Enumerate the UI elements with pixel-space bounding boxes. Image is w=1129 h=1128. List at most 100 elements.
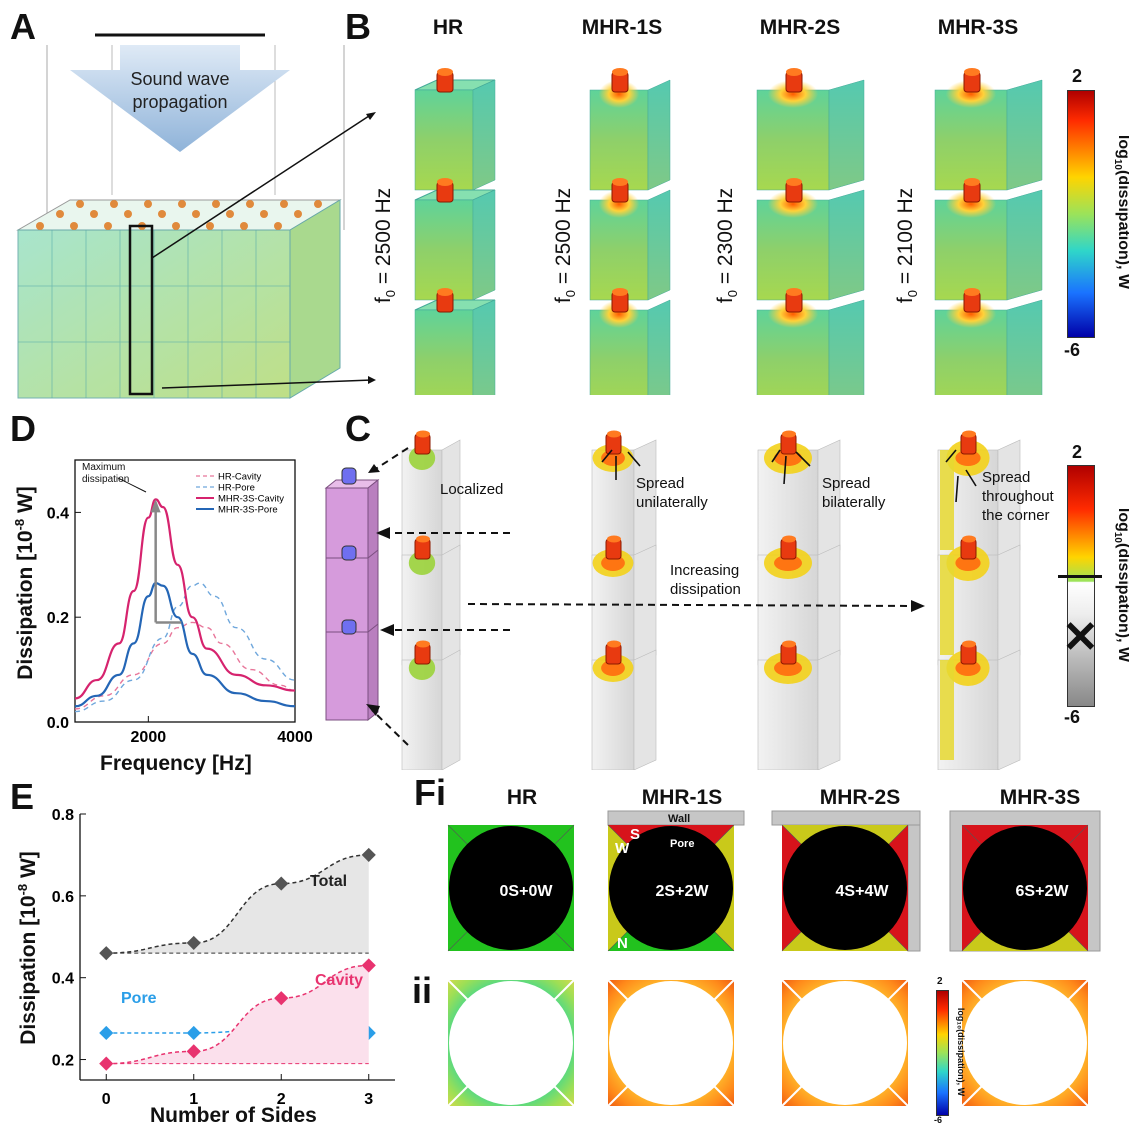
panel-label-c: C xyxy=(345,408,371,449)
e-area-fill xyxy=(106,854,369,954)
c-colorbar xyxy=(1067,465,1095,707)
fii-cell xyxy=(607,979,735,1107)
b-unit-cell xyxy=(414,68,496,191)
c-schematic xyxy=(324,467,380,722)
d-series-line xyxy=(74,582,296,708)
e-pore-label: Pore xyxy=(121,990,157,1007)
d-plot-frame xyxy=(74,459,296,723)
e-data-point xyxy=(274,876,289,891)
c-spread-arrow xyxy=(601,449,613,463)
fi-pore-circle xyxy=(609,826,733,950)
c-spread-unilateral-note: Spread unilaterally xyxy=(636,475,708,511)
c-spread-arrow xyxy=(627,451,641,467)
b-unit-cell xyxy=(934,288,1043,395)
e-ytick-label: 0.8 xyxy=(52,807,74,824)
c-unit-cell xyxy=(401,430,461,561)
b-unit-cell xyxy=(589,178,671,301)
d-max-arrowhead xyxy=(150,499,161,513)
b-unit-cell xyxy=(934,68,1043,191)
d-max-pointer xyxy=(117,477,147,493)
d-legend-label: HR-Cavity xyxy=(218,472,262,483)
fi-cell xyxy=(949,810,1101,952)
e-ylabel: Dissipation [10-8 W] xyxy=(15,851,40,1045)
b-unit-cell xyxy=(414,178,496,301)
c-colorbar-threshold xyxy=(1058,575,1102,578)
b-colorbar-min: -6 xyxy=(1064,340,1081,360)
c-colorbar-label: log10(dissipation), W xyxy=(1111,507,1129,662)
f-colorbar-max: 2 xyxy=(937,976,943,987)
e-ytick-label: 0.2 xyxy=(52,1053,74,1070)
b-col-title-mhr2s: MHR-2S xyxy=(759,16,841,39)
b-colorbar xyxy=(1067,90,1095,338)
f-colorbar-label: log₁₀(dissipation), W xyxy=(956,1007,966,1097)
c-spread-arrow xyxy=(965,469,977,487)
b-col-title-hr: HR xyxy=(432,16,464,39)
f-wall-label: Wall xyxy=(668,813,691,825)
f-s-label: S xyxy=(630,826,641,843)
e-data-point xyxy=(361,958,376,973)
panel-label-b: B xyxy=(345,6,371,47)
f-col-title-mhr3s: MHR-3S xyxy=(999,786,1081,809)
f-n-label: N xyxy=(617,935,628,952)
fii-cell xyxy=(781,979,909,1107)
b-unit-cell xyxy=(756,178,865,301)
c-unit-cell xyxy=(401,640,461,770)
b-col-title-mhr3s: MHR-3S xyxy=(937,16,1019,39)
c-unit-cell xyxy=(937,430,1021,561)
e-total-label: Total xyxy=(310,873,348,890)
c-unit-cell xyxy=(757,640,841,770)
sound-wave-label: Sound wave propagation xyxy=(130,69,230,112)
d-series-line xyxy=(74,621,296,710)
c-unit-cell xyxy=(591,640,657,770)
fii-cell xyxy=(961,979,1089,1107)
panel-label-a: A xyxy=(10,6,36,47)
e-area-fill xyxy=(106,965,369,1064)
c-spread-arrow xyxy=(795,451,811,467)
f-code-mhr1s: 2S+2W xyxy=(655,883,709,900)
panel-label-e: E xyxy=(10,776,35,817)
e-xlabel: Number of Sides xyxy=(150,1104,317,1127)
e-data-point xyxy=(274,991,289,1006)
f-col-title-mhr1s: MHR-1S xyxy=(641,786,723,809)
e-xtick-label: 2 xyxy=(277,1091,286,1108)
b-col-title-mhr1s: MHR-1S xyxy=(581,16,663,39)
b-unit-cell xyxy=(589,288,671,395)
c-spread-arrow xyxy=(955,475,959,503)
d-series-line xyxy=(74,582,296,713)
e-data-point xyxy=(99,1056,114,1071)
panel-a-illustration xyxy=(16,33,376,399)
b-unit-cell xyxy=(589,68,671,191)
fi-pore-circle xyxy=(963,826,1087,950)
b-unit-cell xyxy=(756,68,865,191)
panel-label-fii: ii xyxy=(412,970,433,1011)
f-colorbar-min: -6 xyxy=(934,1115,943,1125)
fi-pore-circle xyxy=(783,826,907,950)
f-code-mhr2s: 4S+4W xyxy=(835,883,889,900)
f-code-hr: 0S+0W xyxy=(499,883,553,900)
d-xtick-label: 4000 xyxy=(277,729,313,746)
f-code-mhr3s: 6S+2W xyxy=(1015,883,1069,900)
e-data-point xyxy=(99,1025,114,1041)
e-series-line xyxy=(106,854,369,954)
c-spread-corner-note: Spread throughout the corner xyxy=(982,469,1054,524)
d-legend-label: MHR-3S-Cavity xyxy=(218,494,284,505)
c-unit-cell xyxy=(937,640,1021,770)
e-xtick-label: 1 xyxy=(189,1091,198,1108)
e-xtick-label: 0 xyxy=(102,1091,111,1108)
c-increasing-note: Increasing dissipation xyxy=(670,562,741,598)
c-spread-arrow xyxy=(783,455,787,485)
c-localized-note: Localized xyxy=(440,481,504,498)
b-unit-cell xyxy=(934,178,1043,301)
d-ytick-label: 0.4 xyxy=(47,505,69,522)
e-xtick-label: 3 xyxy=(364,1091,373,1108)
f-pore-label: Pore xyxy=(670,838,695,850)
fii-cell xyxy=(447,979,575,1107)
c-spread-bilateral-note: Spread bilaterally xyxy=(822,475,886,511)
c-unit-cell xyxy=(591,535,657,666)
e-data-point xyxy=(99,946,114,961)
b-colorbar-label: log10(dissipation), W xyxy=(1111,134,1129,289)
c-spread-arrow xyxy=(945,449,957,463)
b-colorbar-max: 2 xyxy=(1072,66,1083,86)
e-data-point xyxy=(186,935,201,950)
